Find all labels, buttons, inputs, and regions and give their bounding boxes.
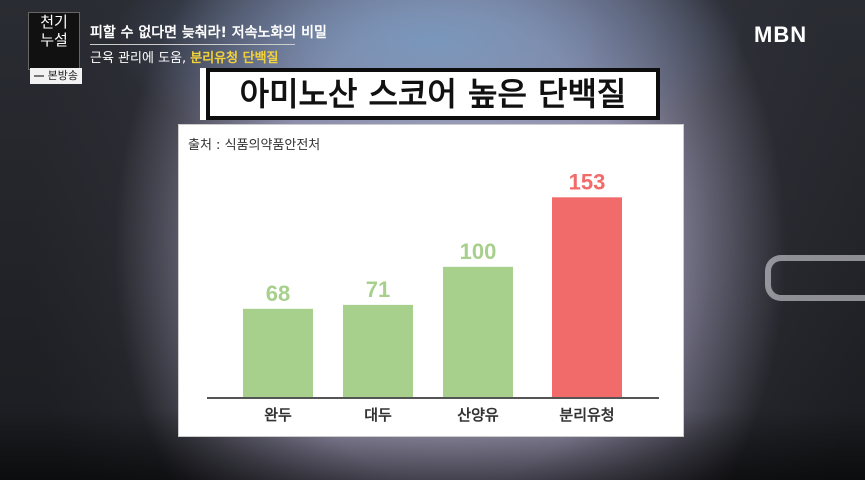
chart-panel: 출처 : 식품의약품안전처 68 완두 71 대두 100 산양유 153 분리유청 bbox=[178, 124, 684, 437]
x-tick-label-1: 완두 bbox=[264, 406, 292, 424]
x-tick-label-4: 분리유청 bbox=[559, 406, 614, 424]
bar-chart: 68 완두 71 대두 100 산양유 153 분리유청 bbox=[207, 169, 659, 424]
x-tick-label-3: 산양유 bbox=[457, 406, 499, 424]
title-box: 아미노산 스코어 높은 단백질 bbox=[200, 68, 660, 120]
chart-title: 아미노산 스코어 높은 단백질 bbox=[210, 72, 656, 116]
logo-line-1: 천기 bbox=[40, 13, 68, 31]
bar-value-label-4: 153 bbox=[569, 169, 606, 194]
bar-value-label-2: 71 bbox=[366, 277, 390, 302]
logo-line-2: 누설 bbox=[40, 31, 68, 49]
bar-value-label-3: 100 bbox=[460, 239, 497, 264]
channel-logo: MBN bbox=[754, 22, 808, 47]
flask-handle bbox=[765, 255, 865, 301]
bar-3 bbox=[443, 266, 513, 398]
caption-sub-highlight: 분리유청 단백질 bbox=[190, 51, 279, 66]
program-logo: 천기 누설 bbox=[28, 12, 80, 70]
chart-source: 출처 : 식품의약품안전처 bbox=[188, 138, 321, 153]
bar-2 bbox=[343, 304, 413, 398]
bar-4 bbox=[552, 197, 622, 398]
broadcast-tag: 본방송 bbox=[30, 68, 82, 84]
caption-sub: 근육 관리에 도움, 분리유청 단백질 bbox=[90, 47, 279, 66]
caption-headline: 피할 수 없다면 늦춰라! 저속노화의 비밀 bbox=[90, 25, 327, 41]
bar-1 bbox=[243, 308, 313, 398]
caption-sub-prefix: 근육 관리에 도움, bbox=[90, 51, 191, 66]
bar-value-label-1: 68 bbox=[266, 281, 290, 306]
x-tick-label-2: 대두 bbox=[364, 406, 392, 424]
caption-divider bbox=[90, 44, 295, 45]
